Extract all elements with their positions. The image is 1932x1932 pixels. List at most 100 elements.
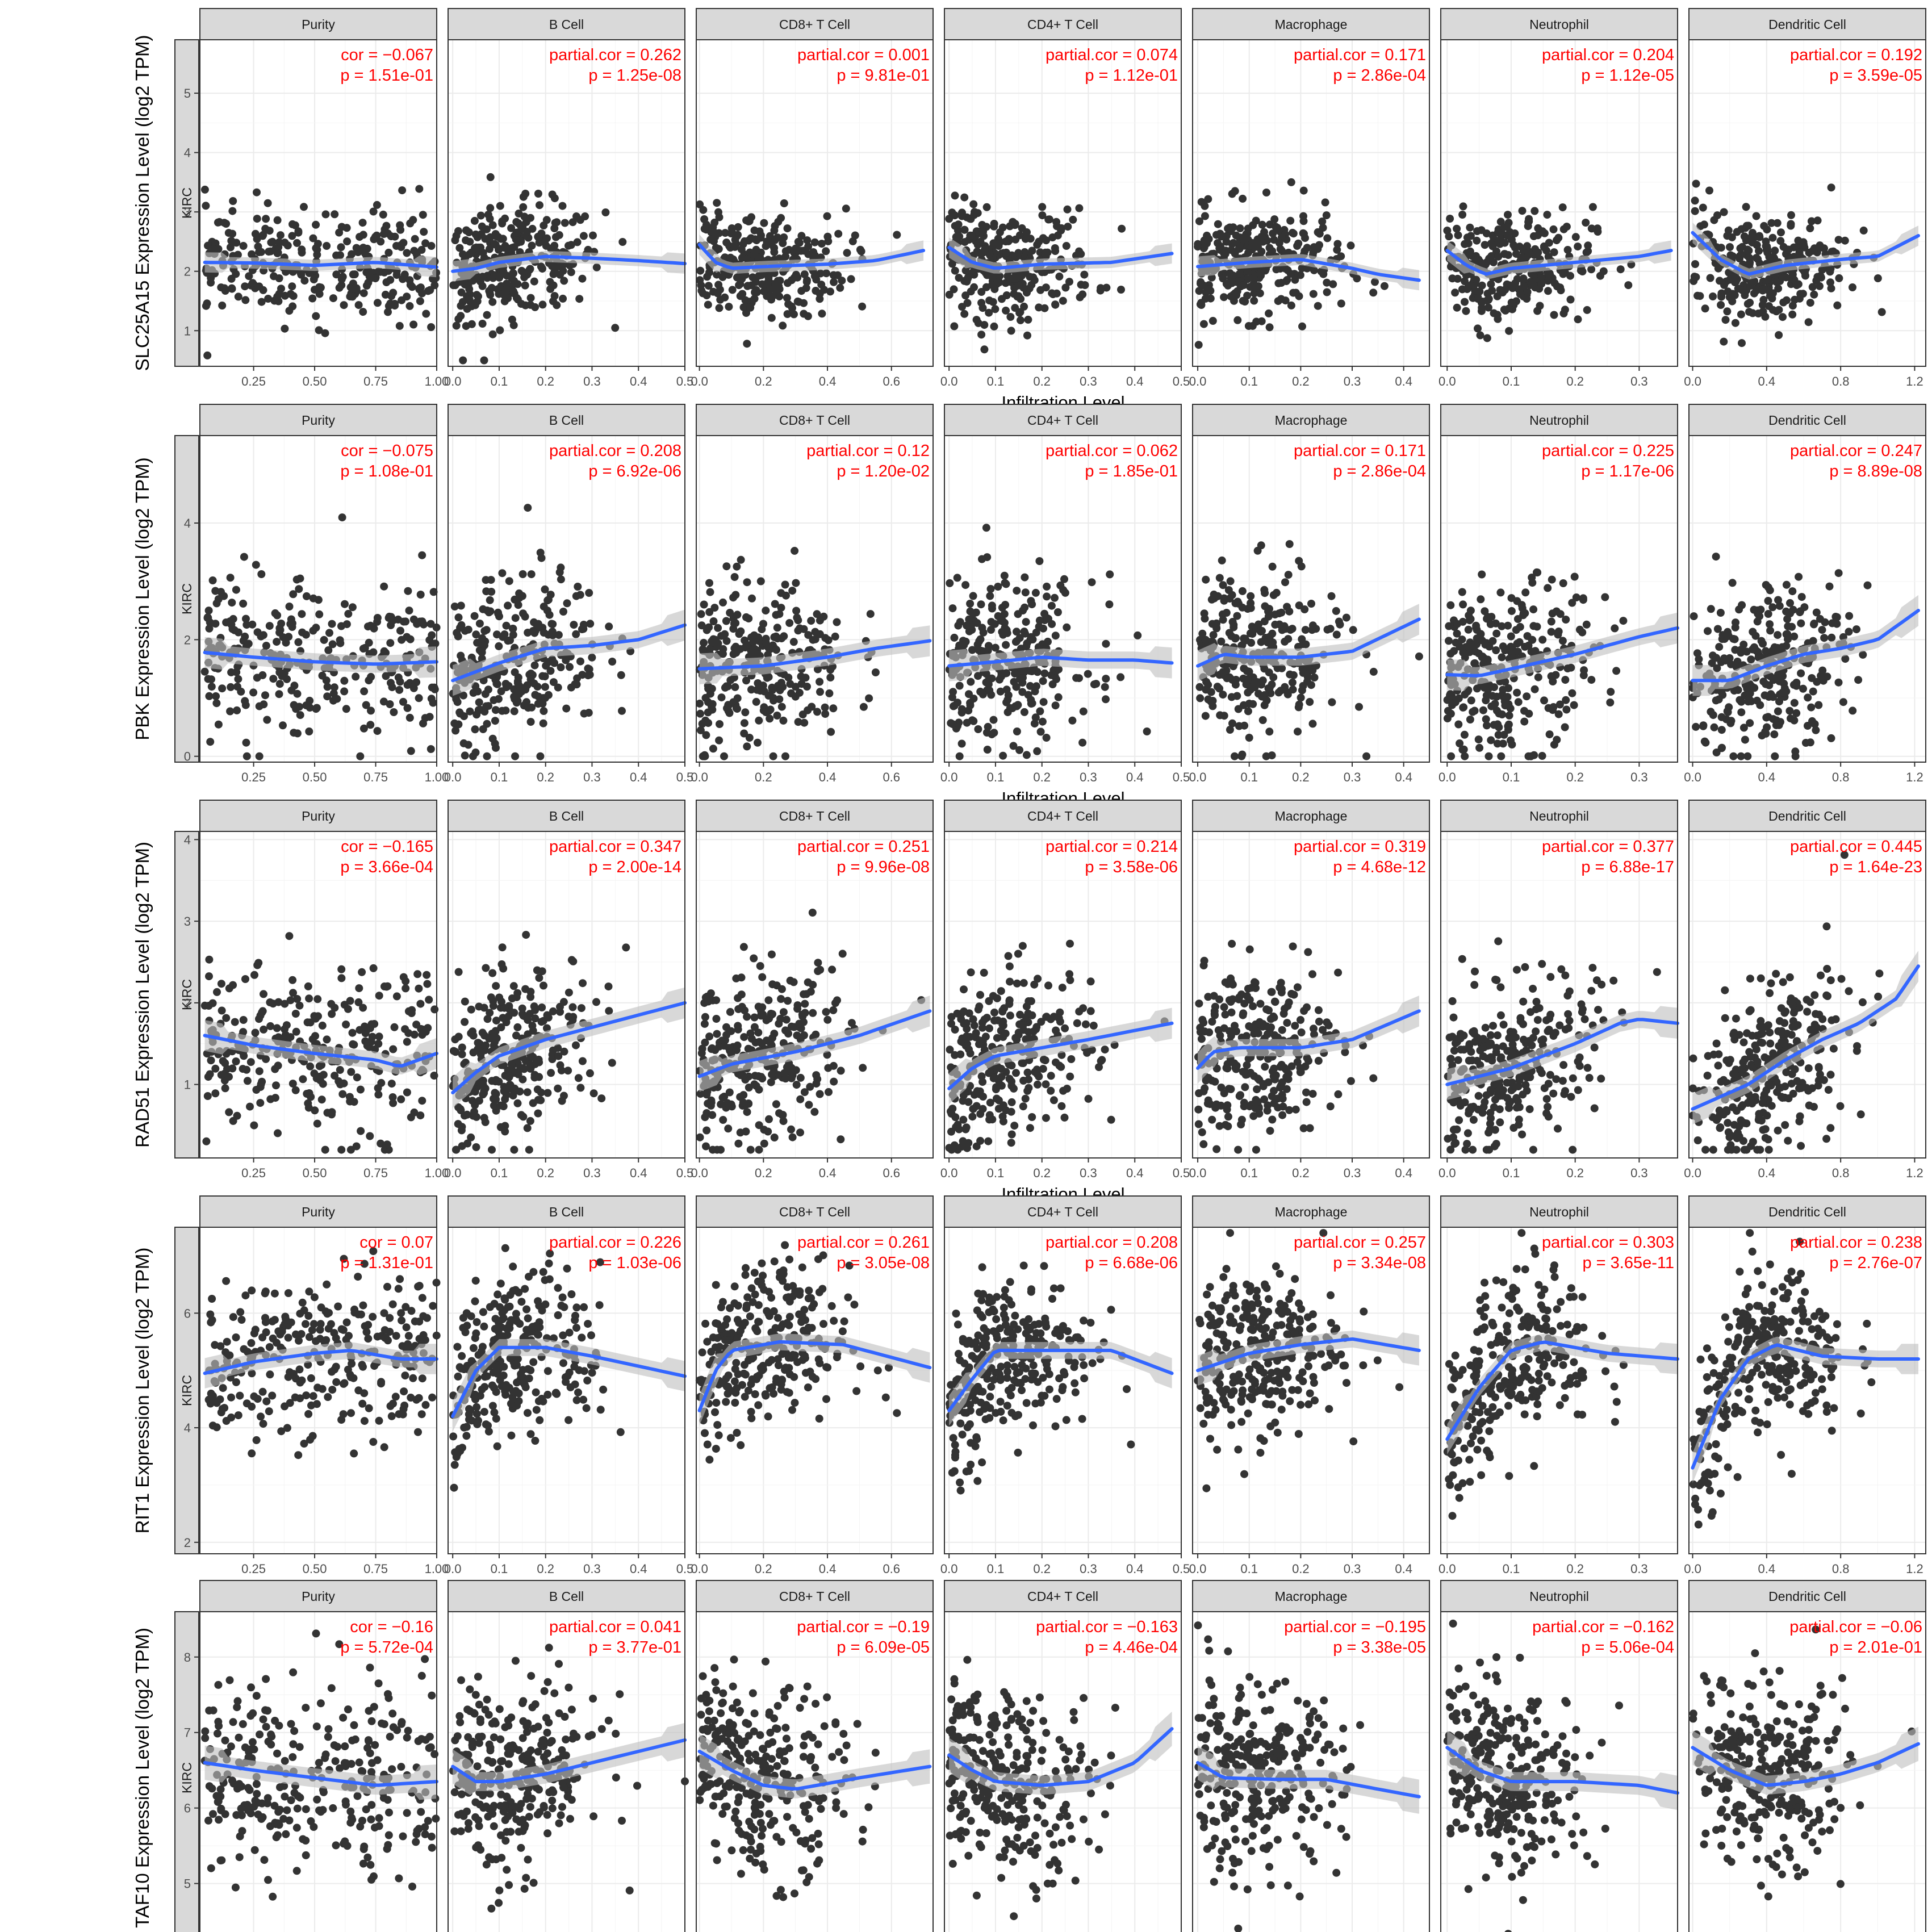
data-point xyxy=(858,302,867,311)
data-point xyxy=(480,356,488,365)
data-point xyxy=(951,266,959,275)
x-tick-label: 0.8 xyxy=(1832,374,1850,388)
data-point xyxy=(1289,229,1298,238)
data-point xyxy=(1505,711,1513,720)
data-point xyxy=(1048,289,1056,298)
data-point xyxy=(461,751,469,760)
p-value-label: p = 8.89e-08 xyxy=(1829,462,1922,480)
data-point xyxy=(518,592,526,600)
data-point xyxy=(1797,593,1806,601)
data-point xyxy=(800,310,808,318)
facet-strip xyxy=(448,8,685,40)
data-point xyxy=(1752,285,1760,294)
x-tick-label: 0.5 xyxy=(676,374,694,388)
data-point xyxy=(737,627,745,635)
data-point xyxy=(1828,633,1836,642)
data-point xyxy=(1808,283,1817,291)
data-point xyxy=(421,239,430,248)
data-point xyxy=(1752,212,1760,220)
p-value-label: p = 1.20e-02 xyxy=(837,462,930,480)
data-point xyxy=(541,585,549,593)
data-point xyxy=(1467,696,1475,705)
data-point xyxy=(1810,720,1819,728)
data-point xyxy=(1731,319,1739,327)
data-point xyxy=(742,641,751,649)
data-point xyxy=(538,672,547,680)
data-point xyxy=(1707,605,1715,613)
data-point xyxy=(1813,216,1822,225)
data-point xyxy=(576,216,584,224)
data-point xyxy=(511,752,519,760)
data-point xyxy=(1369,288,1378,297)
data-point xyxy=(1755,612,1764,621)
data-point xyxy=(379,697,388,706)
data-point xyxy=(704,300,712,309)
data-point xyxy=(452,321,461,330)
data-point xyxy=(1751,646,1759,654)
data-point xyxy=(1043,614,1052,622)
data-point xyxy=(1465,611,1473,620)
data-point xyxy=(423,971,431,979)
data-point xyxy=(518,267,527,276)
data-point xyxy=(1692,722,1700,731)
data-point xyxy=(408,283,416,291)
data-point xyxy=(758,280,766,288)
data-point xyxy=(1619,617,1628,625)
data-point xyxy=(538,300,547,309)
data-point xyxy=(545,610,554,619)
data-point xyxy=(275,624,284,633)
data-point xyxy=(1749,309,1757,317)
data-point xyxy=(1308,626,1316,634)
data-point xyxy=(1771,752,1779,760)
data-point xyxy=(1294,703,1303,712)
data-point xyxy=(1009,274,1017,283)
data-point xyxy=(714,639,722,648)
data-point xyxy=(395,685,404,694)
data-point xyxy=(1534,673,1542,681)
data-point xyxy=(1794,280,1803,288)
data-point xyxy=(1454,720,1463,729)
data-point xyxy=(1566,295,1575,304)
data-point xyxy=(1568,689,1576,697)
data-point xyxy=(1723,307,1732,316)
data-point xyxy=(1039,624,1047,633)
data-point xyxy=(1212,622,1220,631)
p-value-label: p = 9.81e-01 xyxy=(837,66,930,85)
x-tick-label: 0.2 xyxy=(1566,374,1584,388)
data-point xyxy=(486,173,495,181)
x-tick-label: 0.1 xyxy=(1503,374,1520,388)
data-point xyxy=(1849,706,1857,715)
data-point xyxy=(495,642,503,650)
data-point xyxy=(1314,302,1322,310)
data-point xyxy=(950,285,958,294)
data-point xyxy=(309,594,317,603)
data-point xyxy=(219,1057,227,1065)
data-point xyxy=(430,1005,439,1014)
data-point xyxy=(771,222,779,230)
data-point xyxy=(702,626,711,634)
data-point xyxy=(1024,315,1032,324)
data-point xyxy=(1728,579,1737,587)
data-point xyxy=(311,1014,320,1023)
data-point xyxy=(1624,281,1633,290)
data-point xyxy=(1014,701,1022,709)
data-point xyxy=(510,707,518,716)
data-point xyxy=(700,224,709,233)
data-point xyxy=(743,340,751,348)
data-point xyxy=(474,706,483,714)
p-value-label: p = 2.86e-04 xyxy=(1333,462,1426,480)
data-point xyxy=(286,620,295,628)
data-point xyxy=(459,250,467,258)
data-point xyxy=(1032,682,1040,691)
data-point xyxy=(239,1016,248,1024)
data-point xyxy=(1520,706,1528,715)
data-point xyxy=(253,188,261,196)
data-point xyxy=(1355,702,1363,711)
data-point xyxy=(1039,677,1047,685)
data-point xyxy=(1760,221,1768,230)
fit-line xyxy=(697,242,926,270)
data-point xyxy=(1578,267,1587,275)
data-point xyxy=(1538,752,1546,760)
